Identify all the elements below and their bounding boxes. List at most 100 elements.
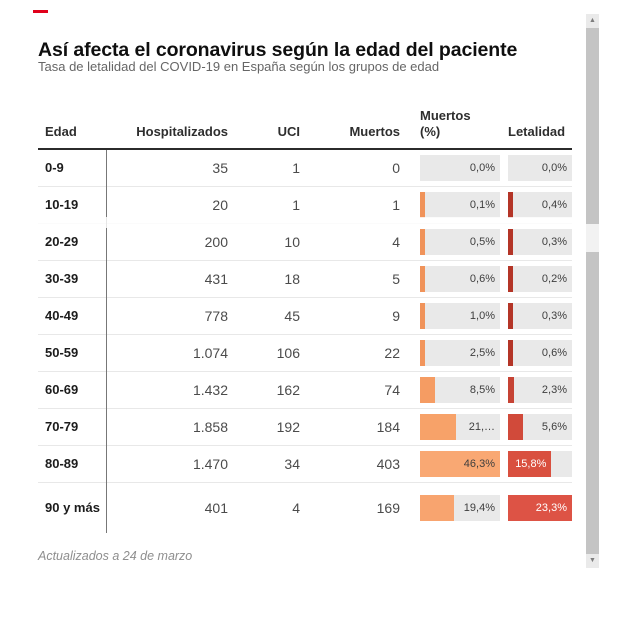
letalidad-cell: 0,4% — [508, 192, 572, 218]
age-group-label: 10-19 — [45, 196, 79, 212]
muertos-pct-cell-bar — [420, 377, 435, 403]
muertos-value: 403 — [376, 456, 400, 472]
scrollbar-thumb-upper[interactable] — [586, 28, 599, 224]
muertos-pct-cell-wrap: 0,1% — [400, 192, 500, 218]
muertos-pct-cell-label: 0,5% — [469, 236, 495, 248]
muertos-pct-cell-label: 0,0% — [469, 162, 495, 174]
uci-value: 4 — [292, 500, 300, 516]
muertos-pct-cell-wrap: 2,5% — [400, 340, 500, 366]
letalidad-cell-wrap: 5,6% — [500, 414, 572, 440]
letalidad-cell-wrap: 2,3% — [500, 377, 572, 403]
accent-dash — [33, 10, 48, 13]
column-header-uci: UCI — [277, 123, 300, 139]
scrollbar-thumb-lower[interactable] — [586, 252, 599, 554]
hospitalizados-value: 401 — [204, 500, 228, 516]
letalidad-cell-label: 0,0% — [541, 162, 567, 174]
letalidad-cell: 5,6% — [508, 414, 572, 440]
letalidad-cell-wrap: 0,4% — [500, 192, 572, 218]
letalidad-cell-label: 15,8% — [515, 458, 547, 470]
uci-value: 1 — [292, 197, 300, 213]
hospitalizados-value: 778 — [204, 308, 228, 324]
muertos-pct-cell-bar — [420, 340, 425, 366]
muertos-pct-cell-label: 0,6% — [469, 273, 495, 285]
uci-value: 1 — [292, 160, 300, 176]
age-group-label: 60-69 — [45, 381, 79, 397]
letalidad-cell: 0,3% — [508, 303, 572, 329]
letalidad-cell-bar — [508, 377, 515, 403]
table-row: 60-69 1.432 162 74 8,5% 2,3% — [38, 372, 572, 409]
muertos-pct-cell: 8,5% — [420, 377, 500, 403]
letalidad-cell-wrap: 0,3% — [500, 229, 572, 255]
muertos-pct-cell-wrap: 8,5% — [400, 377, 500, 403]
letalidad-cell-label: 0,6% — [541, 347, 567, 359]
muertos-pct-cell: 19,4% — [420, 495, 500, 521]
letalidad-cell-label: 0,4% — [541, 199, 567, 211]
muertos-pct-cell-label: 2,5% — [469, 347, 495, 359]
page-title: Así afecta el coronavirus según la edad … — [38, 39, 518, 62]
age-group-label: 20-29 — [45, 233, 79, 249]
letalidad-cell-bar: 23,3% — [508, 495, 572, 521]
age-group-label: 40-49 — [45, 307, 79, 323]
muertos-value: 184 — [376, 419, 400, 435]
muertos-pct-cell-label: 8,5% — [469, 384, 495, 396]
column-header-muertos: Muertos — [349, 123, 400, 139]
letalidad-cell-label: 0,3% — [541, 236, 567, 248]
age-group-label: 90 y más — [45, 499, 100, 515]
letalidad-cell-wrap: 0,3% — [500, 303, 572, 329]
muertos-pct-cell-bar — [420, 303, 425, 329]
scrollbar-down-arrow-icon[interactable]: ▼ — [586, 554, 599, 568]
muertos-pct-cell-wrap: 0,0% — [400, 155, 500, 181]
letalidad-cell-wrap: 15,8% — [500, 451, 572, 477]
uci-value: 162 — [276, 382, 300, 398]
muertos-pct-cell: 1,0% — [420, 303, 500, 329]
table-row: 40-49 778 45 9 1,0% 0,3% — [38, 298, 572, 335]
letalidad-cell-label: 0,3% — [541, 310, 567, 322]
muertos-pct-cell: 0,1% — [420, 192, 500, 218]
letalidad-cell: 0,6% — [508, 340, 572, 366]
letalidad-cell: 23,3% — [508, 495, 572, 521]
uci-value: 45 — [284, 308, 300, 324]
table-body: 0-9 35 1 0 0,0% 0,0% 10-19 20 1 1 0,1% 0,4% 20-29 200… — [38, 150, 572, 533]
table-row: 30-39 431 18 5 0,6% 0,2% — [38, 261, 572, 298]
column-header-muertos-pct: Muertos (%) — [400, 108, 500, 141]
column-header-muertos-pct-label: Muertos (%) — [420, 107, 471, 139]
muertos-pct-cell-wrap: 21,… — [400, 414, 500, 440]
letalidad-cell-wrap: 0,2% — [500, 266, 572, 292]
scrollbar-up-arrow-icon[interactable]: ▲ — [586, 14, 599, 28]
muertos-pct-cell-bar — [420, 192, 425, 218]
age-group-label: 50-59 — [45, 344, 79, 360]
hospitalizados-value: 35 — [212, 160, 228, 176]
hospitalizados-value: 200 — [204, 234, 228, 250]
muertos-pct-cell-bar — [420, 266, 425, 292]
muertos-value: 1 — [392, 197, 400, 213]
letalidad-cell-bar — [508, 192, 513, 218]
column-header-letalidad: Letalidad — [508, 123, 566, 139]
muertos-pct-cell: 2,5% — [420, 340, 500, 366]
muertos-pct-cell: 0,6% — [420, 266, 500, 292]
table-row: 80-89 1.470 34 403 46,3% 15,8% — [38, 446, 572, 483]
muertos-value: 4 — [392, 234, 400, 250]
column-header-edad: Edad — [45, 123, 77, 139]
vertical-scrollbar[interactable]: ▲ ▼ — [586, 14, 599, 568]
muertos-value: 169 — [376, 500, 400, 516]
letalidad-cell-label: 23,3% — [535, 502, 567, 514]
column-header-hospitalizados: Hospitalizados — [136, 123, 228, 139]
uci-value: 10 — [284, 234, 300, 250]
table-row: 0-9 35 1 0 0,0% 0,0% — [38, 150, 572, 187]
muertos-pct-cell-bar — [420, 495, 454, 521]
muertos-pct-cell: 21,… — [420, 414, 500, 440]
uci-value: 106 — [276, 345, 300, 361]
letalidad-cell-bar — [508, 229, 513, 255]
letalidad-cell: 15,8% — [508, 451, 572, 477]
muertos-pct-cell-bar: 46,3% — [420, 451, 500, 477]
hospitalizados-value: 1.074 — [192, 345, 228, 361]
hospitalizados-value: 1.432 — [192, 382, 228, 398]
age-group-label: 0-9 — [45, 159, 64, 175]
muertos-pct-cell-label: 19,4% — [463, 502, 495, 514]
letalidad-cell-bar — [508, 340, 513, 366]
age-group-label: 30-39 — [45, 270, 79, 286]
letalidad-cell-bar — [508, 303, 513, 329]
table-header-row: Edad Hospitalizados UCI Muertos Muertos … — [38, 100, 572, 150]
muertos-value: 9 — [392, 308, 400, 324]
uci-value: 192 — [276, 419, 300, 435]
